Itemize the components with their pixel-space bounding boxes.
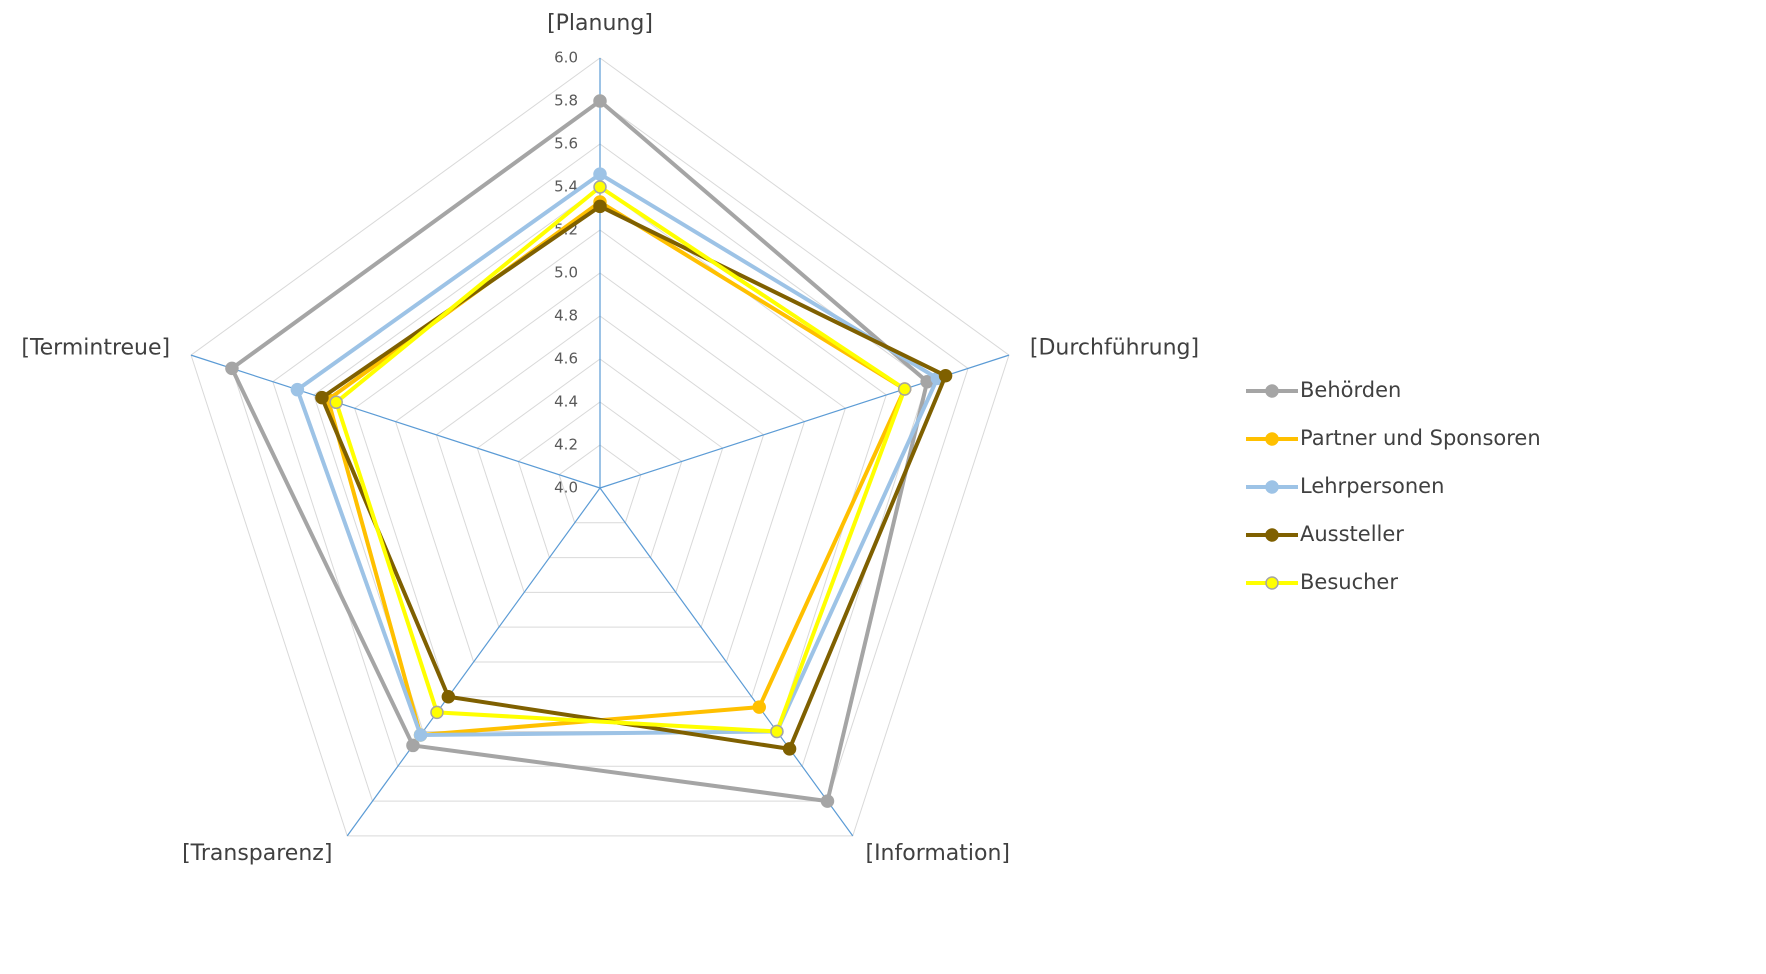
category-label: [Transparenz]	[182, 841, 332, 866]
y-tick-label: 5.6	[554, 135, 578, 153]
y-tick-label: 4.6	[554, 350, 578, 368]
legend-marker	[1265, 480, 1279, 494]
marker	[593, 94, 607, 108]
series	[225, 94, 934, 808]
axis-spoke	[190, 354, 601, 489]
marker	[593, 167, 607, 181]
marker	[290, 382, 305, 397]
legend-label: Besucher	[1300, 570, 1398, 594]
marker	[897, 382, 912, 396]
y-tick-label: 4.8	[554, 307, 578, 325]
y-tick-label: 5.8	[554, 92, 578, 110]
series-line	[229, 99, 930, 804]
legend-label: Behörden	[1300, 378, 1401, 402]
marker	[752, 700, 766, 714]
legend-label: Aussteller	[1300, 522, 1404, 546]
marker	[430, 705, 444, 720]
grid-line	[394, 272, 806, 663]
y-tick-label: 6.0	[554, 49, 578, 67]
legend-label: Partner und Sponsoren	[1300, 426, 1541, 450]
legend-marker	[1265, 432, 1279, 446]
grid-line	[435, 315, 765, 628]
marker	[329, 395, 343, 410]
marker	[441, 689, 456, 704]
grid-line	[476, 358, 724, 593]
category-label: [Planung]	[547, 11, 653, 36]
series-line	[326, 200, 907, 737]
y-tick-label: 4.0	[554, 479, 578, 497]
category-label: [Termintreue]	[21, 335, 170, 360]
series-line	[295, 172, 940, 737]
marker	[593, 180, 607, 194]
marker	[225, 361, 239, 376]
marker	[782, 742, 797, 756]
category-label: [Durchführung]	[1030, 335, 1199, 360]
y-tick-label: 4.2	[554, 436, 578, 454]
legend-label: Lehrpersonen	[1300, 474, 1444, 498]
grid-line	[354, 229, 846, 698]
y-tick-label: 5.4	[554, 178, 578, 196]
grid-line	[190, 57, 1010, 837]
axis-spoke	[346, 487, 601, 837]
legend-marker	[1265, 528, 1279, 542]
marker	[406, 738, 420, 753]
grid-line	[517, 401, 683, 559]
grid-line	[558, 444, 642, 524]
marker	[770, 724, 784, 739]
marker	[820, 794, 835, 808]
y-tick-label: 4.4	[554, 393, 578, 411]
series-line	[334, 185, 907, 734]
marker	[938, 368, 953, 383]
marker	[593, 199, 607, 214]
y-tick-label: 5.0	[554, 264, 578, 282]
category-label: [Information]	[865, 841, 1010, 866]
legend-marker	[1265, 576, 1279, 590]
marker	[413, 728, 428, 742]
series	[329, 180, 912, 739]
legend-marker	[1265, 384, 1279, 398]
axis-spoke	[599, 487, 854, 837]
marker	[315, 390, 329, 405]
